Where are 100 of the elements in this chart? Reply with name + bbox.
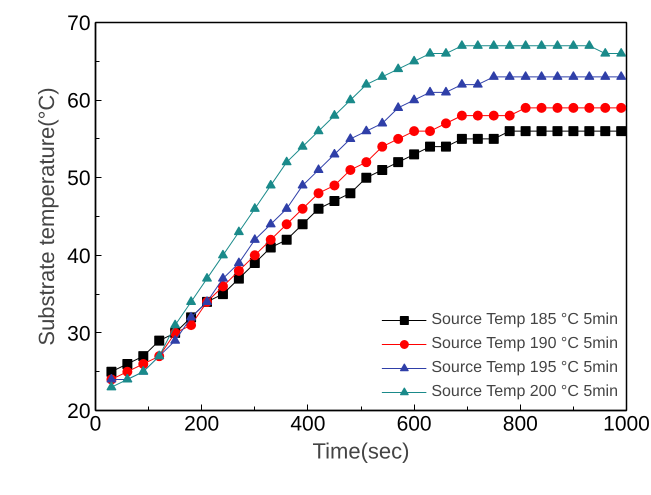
y-tick-label: 30 [67, 322, 90, 346]
point [186, 296, 196, 305]
point [393, 157, 404, 168]
point [456, 40, 467, 49]
point [377, 142, 388, 152]
legend-label: Source Temp 200 °C 5min [431, 383, 618, 401]
point [282, 219, 292, 230]
point [218, 250, 228, 258]
point [488, 134, 499, 144]
point [329, 196, 340, 206]
point [616, 102, 626, 113]
y-axis-title: Substrate temperature(°C) [34, 87, 60, 346]
point [314, 188, 324, 198]
point [504, 126, 515, 136]
point [282, 234, 292, 245]
point [552, 71, 562, 80]
point [218, 272, 228, 282]
y-tick-label: 70 [67, 12, 90, 35]
point [568, 71, 578, 80]
point [345, 188, 356, 198]
point [250, 250, 260, 260]
point [425, 142, 436, 152]
point [568, 126, 578, 136]
point [536, 102, 547, 113]
point [584, 40, 594, 49]
point [234, 226, 244, 236]
point [552, 102, 562, 113]
point [504, 71, 515, 80]
point [488, 71, 499, 80]
point [488, 40, 499, 49]
point [440, 48, 451, 57]
point [234, 266, 244, 276]
x-tick-label: 600 [396, 412, 432, 436]
point [552, 126, 562, 136]
point [425, 48, 436, 57]
point [536, 71, 547, 80]
point [584, 126, 594, 136]
point [122, 366, 132, 377]
point [409, 56, 420, 64]
point [456, 134, 467, 144]
point [440, 118, 451, 128]
point [361, 157, 372, 168]
point [600, 71, 610, 80]
point [520, 102, 531, 113]
point [314, 204, 324, 214]
point [409, 149, 420, 160]
point [298, 180, 308, 189]
x-tick-label: 200 [184, 412, 220, 436]
point [266, 180, 276, 189]
point [472, 110, 483, 121]
point [234, 257, 244, 266]
point [616, 126, 626, 136]
legend-label: Source Temp 185 °C 5min [431, 311, 618, 329]
point [584, 71, 594, 80]
point [393, 63, 404, 72]
point [536, 126, 547, 136]
point [520, 126, 531, 136]
y-tick-label: 20 [67, 400, 90, 423]
legend-label: Source Temp 195 °C 5min [431, 359, 618, 377]
point [377, 164, 388, 175]
point [504, 110, 515, 121]
point [186, 320, 196, 330]
x-axis-title: Time(sec) [312, 438, 410, 464]
point [456, 78, 467, 88]
point [154, 336, 164, 346]
point [361, 172, 372, 183]
point [329, 148, 340, 158]
point [250, 203, 260, 212]
point [282, 203, 292, 212]
point [218, 281, 228, 292]
point [314, 164, 324, 174]
point [138, 358, 148, 369]
point [425, 86, 436, 96]
point [472, 78, 483, 88]
point [345, 94, 356, 104]
x-tick-label: 1000 [603, 412, 650, 436]
point [568, 102, 578, 113]
point [250, 234, 260, 243]
point [472, 40, 483, 49]
point [298, 140, 308, 150]
point [616, 48, 626, 57]
point [106, 382, 116, 390]
point [600, 126, 610, 136]
point [552, 40, 562, 49]
point [266, 218, 276, 228]
point [393, 134, 404, 144]
point [472, 134, 483, 144]
point [329, 180, 340, 190]
point [600, 48, 610, 57]
point [584, 102, 594, 113]
legend-label: Source Temp 190 °C 5min [431, 335, 618, 353]
point [488, 110, 499, 121]
x-tick-label: 0 [90, 412, 102, 436]
point [440, 142, 451, 152]
x-tick-label: 800 [502, 412, 538, 436]
point [520, 71, 531, 80]
point [409, 126, 420, 136]
point [298, 204, 308, 214]
point [361, 78, 372, 88]
point [345, 164, 356, 175]
